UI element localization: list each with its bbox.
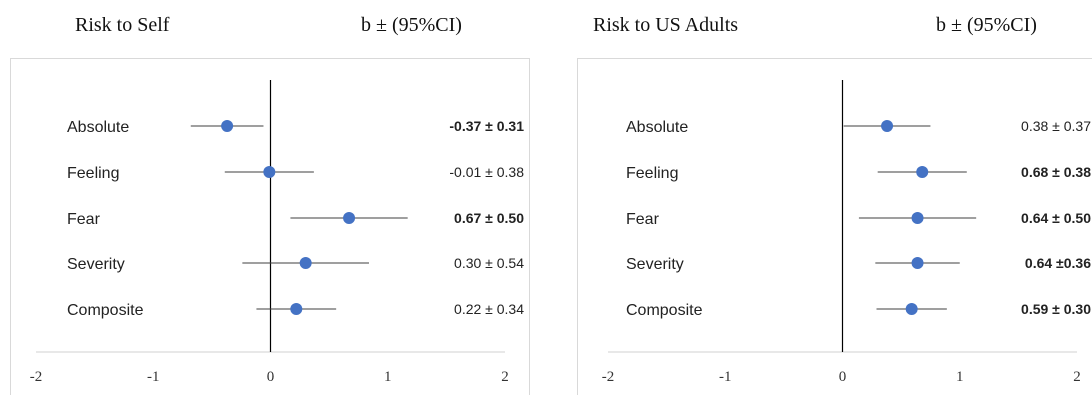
right-x-tick-label: 1 bbox=[956, 369, 964, 385]
left-x-tick-label: 0 bbox=[267, 369, 275, 385]
right-chart-title: Risk to US Adults bbox=[593, 14, 739, 36]
left-category-label: Severity bbox=[67, 256, 125, 273]
right-x-tick-label: -1 bbox=[719, 369, 732, 385]
left-value-label: 0.22 ± 0.34 bbox=[454, 301, 524, 317]
right-value-header: b ± (95%CI) bbox=[936, 14, 1037, 36]
left-point-estimate bbox=[343, 212, 356, 224]
left-x-tick-label: 1 bbox=[384, 369, 392, 385]
right-point-estimate bbox=[905, 303, 918, 315]
right-point-estimate bbox=[916, 166, 929, 178]
left-point-estimate bbox=[299, 257, 312, 269]
left-category-label: Feeling bbox=[67, 165, 119, 182]
left-point-estimate bbox=[263, 166, 276, 178]
left-x-tick-label: -1 bbox=[147, 369, 160, 385]
left-value-label: 0.30 ± 0.54 bbox=[454, 255, 524, 271]
right-category-label: Composite bbox=[626, 302, 703, 319]
left-value-label: -0.37 ± 0.31 bbox=[449, 118, 524, 134]
left-value-header: b ± (95%CI) bbox=[361, 14, 462, 36]
right-point-estimate bbox=[911, 212, 924, 224]
right-value-label: 0.64 ±0.36 bbox=[1025, 255, 1091, 271]
left-chart-title: Risk to Self bbox=[75, 14, 170, 36]
right-value-label: 0.64 ± 0.50 bbox=[1021, 210, 1091, 226]
right-category-label: Severity bbox=[626, 256, 684, 273]
left-category-label: Absolute bbox=[67, 119, 129, 136]
right-chart-frame bbox=[577, 58, 1092, 395]
right-x-tick-label: 2 bbox=[1073, 369, 1081, 385]
right-x-tick-label: 0 bbox=[839, 369, 847, 385]
left-category-label: Fear bbox=[67, 211, 101, 228]
right-point-estimate bbox=[911, 257, 924, 269]
right-category-label: Fear bbox=[626, 211, 660, 228]
left-point-estimate bbox=[290, 303, 303, 315]
left-x-tick-label: 2 bbox=[501, 369, 509, 385]
right-category-label: Absolute bbox=[626, 119, 688, 136]
right-x-tick-label: -2 bbox=[602, 369, 615, 385]
right-value-label: 0.68 ± 0.38 bbox=[1021, 164, 1091, 180]
left-category-label: Composite bbox=[67, 302, 144, 319]
left-chart-frame bbox=[10, 58, 530, 395]
left-value-label: 0.67 ± 0.50 bbox=[454, 210, 524, 226]
right-value-label: 0.38 ± 0.37 bbox=[1021, 118, 1091, 134]
left-point-estimate bbox=[221, 120, 234, 132]
right-point-estimate bbox=[881, 120, 894, 132]
right-category-label: Feeling bbox=[626, 165, 678, 182]
left-x-tick-label: -2 bbox=[30, 369, 43, 385]
left-value-label: -0.01 ± 0.38 bbox=[449, 164, 524, 180]
right-value-label: 0.59 ± 0.30 bbox=[1021, 301, 1091, 317]
